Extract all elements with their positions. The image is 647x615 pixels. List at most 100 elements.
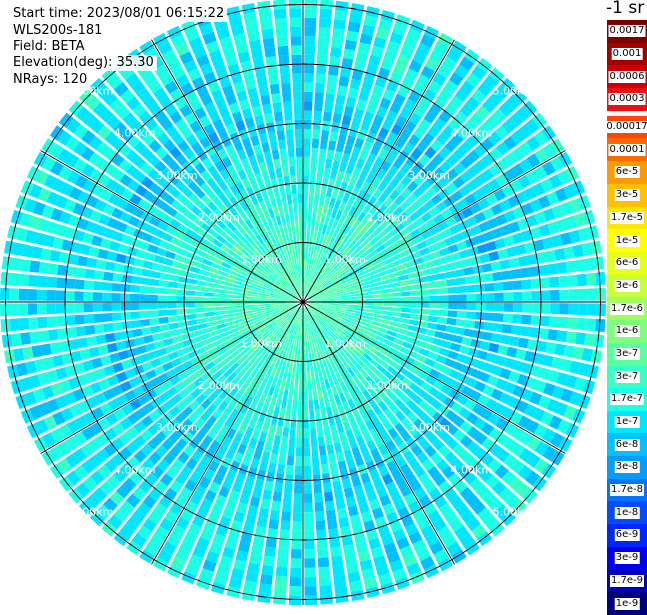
ray-bin [321, 224, 328, 235]
ray-bin [492, 323, 503, 333]
ray-bin [474, 159, 488, 173]
ray-bin [389, 276, 400, 283]
ray-bin [303, 277, 306, 287]
ray-bin [113, 263, 125, 273]
ray-bin [260, 293, 270, 297]
ray-bin [362, 389, 372, 401]
ray-bin [460, 509, 475, 524]
ray-bin [236, 90, 248, 102]
ray-bin [284, 474, 293, 484]
ray-bin [180, 126, 193, 139]
ray-bin [307, 212, 312, 223]
ray-bin [161, 180, 174, 193]
ray-bin [453, 429, 466, 442]
ray-bin [536, 251, 548, 264]
ray-bin [283, 492, 292, 503]
ray-bin [283, 101, 292, 112]
ray-bin [133, 449, 147, 463]
ray-bin [492, 480, 507, 496]
ray-bin [369, 93, 381, 106]
ray-bin [319, 195, 325, 206]
ray-bin [318, 303, 328, 306]
ray-bin [326, 387, 333, 398]
ray-bin [139, 310, 150, 319]
ray-bin [198, 115, 211, 128]
ray-bin [183, 199, 195, 210]
ray-bin [321, 317, 330, 325]
ray-bin [297, 175, 303, 185]
ray-bin [140, 277, 151, 285]
ray-bin [416, 42, 431, 57]
legend-swatch-label: 3e-8 [614, 461, 640, 474]
ray-bin [547, 263, 558, 275]
ray-bin [179, 539, 194, 553]
ray-bin [392, 23, 407, 36]
ray-bin [259, 392, 268, 403]
ray-bin [185, 134, 198, 147]
ray-bin [148, 302, 158, 310]
ray-bin [369, 222, 379, 232]
ray-bin [335, 142, 345, 153]
ray-bin [450, 132, 464, 146]
ray-bin [58, 423, 73, 439]
ray-bin [542, 354, 554, 368]
ray-bin [81, 163, 95, 178]
ray-bin [487, 178, 501, 192]
ray-bin [37, 289, 47, 301]
ray-bin [399, 346, 410, 355]
ray-bin [306, 354, 310, 364]
ray-bin [198, 269, 209, 276]
ray-bin [441, 533, 457, 548]
ray-bin [347, 21, 361, 33]
ray-bin [60, 182, 74, 197]
ray-bin [383, 302, 393, 307]
legend-swatch: 6e-5 [607, 161, 647, 184]
ray-bin [367, 196, 377, 207]
ray-bin [334, 199, 342, 210]
ray-bin [308, 279, 313, 288]
ray-bin [511, 146, 526, 162]
ray-bin [218, 76, 232, 88]
legend-swatch: 1e-5 [607, 229, 647, 252]
ray-bin [235, 120, 246, 132]
ray-bin [74, 279, 85, 290]
ray-bin [307, 316, 312, 326]
ray-bin [244, 166, 254, 178]
ray-bin [49, 250, 61, 262]
ray-bin [493, 282, 504, 291]
ray-bin [342, 401, 351, 412]
ray-bin [444, 236, 456, 246]
ray-bin [342, 348, 351, 357]
ray-bin [261, 190, 270, 201]
ray-bin [517, 255, 529, 267]
ray-bin [477, 197, 490, 210]
legend-swatch: 6e-9 [607, 524, 647, 547]
ray-bin [345, 429, 355, 440]
ray-bin [154, 110, 168, 124]
ray-bin [287, 333, 293, 343]
ray-bin [154, 174, 167, 187]
ray-bin [263, 384, 271, 395]
ray-bin [149, 533, 165, 548]
ray-bin [288, 297, 298, 301]
ray-bin [333, 574, 346, 585]
ray-bin [249, 205, 258, 217]
ray-bin [386, 351, 397, 361]
ray-bin [256, 321, 266, 328]
ray-bin [56, 277, 67, 289]
ray-bin [18, 303, 29, 316]
start-time-label: Start time: 2023/08/01 06:15:22 [10, 6, 228, 22]
ray-bin [287, 323, 293, 333]
ray-bin [430, 193, 443, 205]
ray-bin [517, 217, 529, 231]
ray-bin [212, 223, 223, 234]
ray-bin [306, 316, 310, 326]
ray-bin [420, 381, 433, 393]
ray-bin [215, 360, 226, 370]
ray-bin [314, 408, 321, 419]
ray-bin [529, 266, 540, 277]
ray-bin [43, 174, 58, 189]
ray-bin [377, 180, 388, 192]
ray-bin [159, 354, 170, 365]
ray-bin [345, 164, 355, 175]
